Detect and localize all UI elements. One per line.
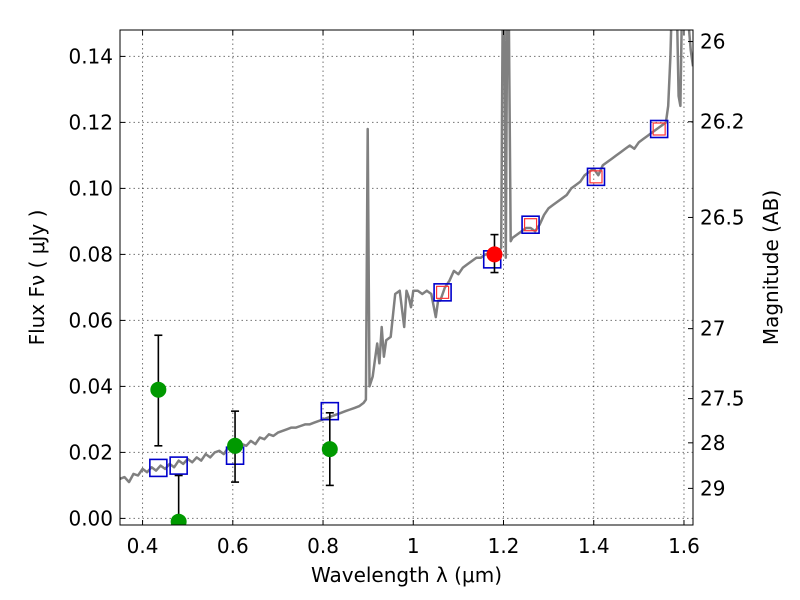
model-photometry-square xyxy=(521,215,540,234)
red-open-square xyxy=(523,218,538,232)
magnitude-tick-label: 28 xyxy=(700,431,725,455)
observed-point xyxy=(486,246,503,263)
x-tick-label: 1.6 xyxy=(668,534,700,558)
x-tick-label: 1.2 xyxy=(488,534,520,558)
magnitude-tick-label: 27 xyxy=(700,317,725,341)
magnitude-tick-label: 29 xyxy=(700,476,725,500)
x-tick-label: 0.8 xyxy=(307,534,339,558)
red-open-square xyxy=(589,170,603,184)
y-tick-label: 0.06 xyxy=(68,308,113,332)
red-open-square xyxy=(652,122,666,136)
plot-area xyxy=(120,30,693,525)
magnitude-tick-label: 26 xyxy=(700,30,725,54)
y-tick-label: 0.10 xyxy=(68,176,113,200)
model-photometry-square xyxy=(433,283,452,302)
plot-frame xyxy=(119,29,694,526)
x-tick-label: 1.4 xyxy=(578,534,610,558)
model-photometry-square xyxy=(649,119,669,139)
observed-point xyxy=(150,381,167,398)
x-tick-label: 0.6 xyxy=(217,534,249,558)
magnitude-tick-label: 26.5 xyxy=(700,205,745,229)
model-photometry-square xyxy=(149,458,168,478)
observed-point xyxy=(227,437,244,454)
magnitude-tick-label: 26.2 xyxy=(700,110,745,134)
x-tick-label: 1 xyxy=(407,534,420,558)
y-tick-label: 0.08 xyxy=(68,242,113,266)
magnitude-tick-label: 27.5 xyxy=(700,387,745,411)
red-open-square xyxy=(435,285,450,299)
observed-point xyxy=(321,441,338,458)
y-axis-label: Flux Fν ( μJy ) xyxy=(25,210,49,346)
model-photometry-square xyxy=(169,456,188,475)
grid-lines xyxy=(120,30,693,525)
x-tick-label: 0.4 xyxy=(127,534,159,558)
y-tick-label: 0.12 xyxy=(68,110,113,134)
y-tick-label: 0.04 xyxy=(68,374,113,398)
model-photometry-square xyxy=(586,167,606,187)
observed-point xyxy=(170,513,187,525)
y-tick-label: 0.00 xyxy=(68,506,113,530)
y-tick-label: 0.02 xyxy=(68,440,113,464)
model-spectrum-line xyxy=(120,30,693,484)
y-tick-label: 0.14 xyxy=(68,44,113,68)
x-axis-label: Wavelength λ (μm) xyxy=(311,563,502,587)
magnitude-axis-label: Magnitude (AB) xyxy=(759,190,783,345)
